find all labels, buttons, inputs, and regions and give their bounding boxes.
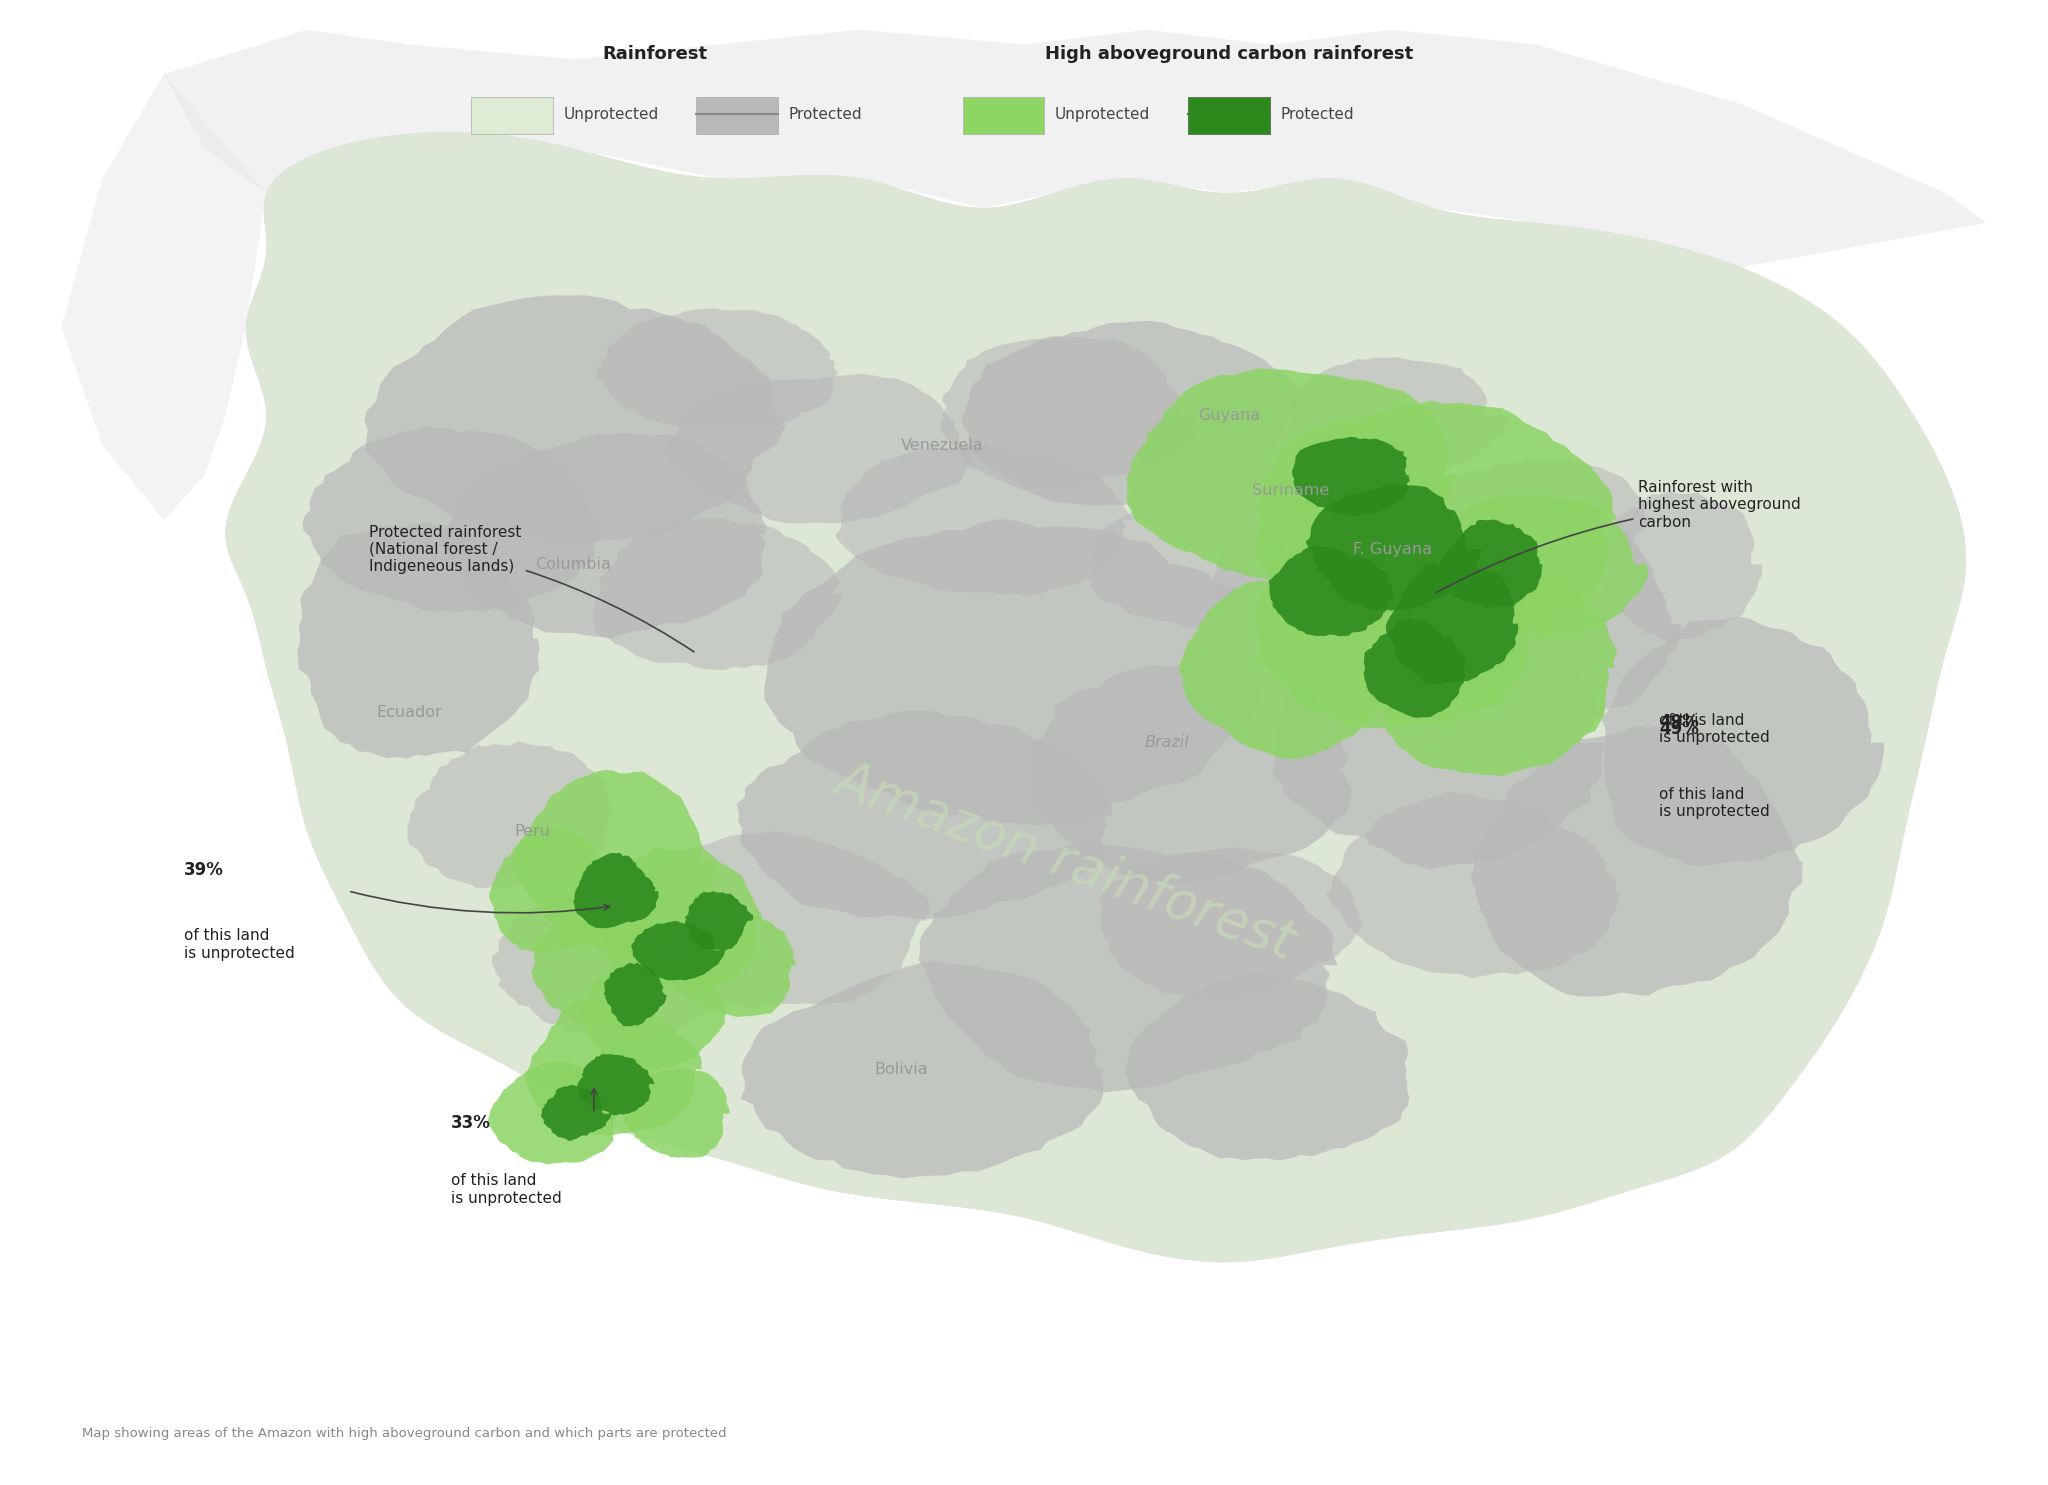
Polygon shape bbox=[1380, 566, 1618, 777]
Polygon shape bbox=[1128, 383, 1415, 563]
Polygon shape bbox=[225, 132, 1966, 1262]
Polygon shape bbox=[1290, 358, 1509, 478]
Polygon shape bbox=[530, 910, 659, 1028]
Text: Guyana: Guyana bbox=[1198, 408, 1260, 423]
Polygon shape bbox=[1212, 517, 1462, 671]
Text: of this land
is unprotected: of this land is unprotected bbox=[184, 928, 295, 961]
Text: High aboveground carbon rainforest: High aboveground carbon rainforest bbox=[1044, 45, 1413, 62]
Polygon shape bbox=[1325, 792, 1620, 979]
Polygon shape bbox=[578, 1054, 655, 1115]
FancyBboxPatch shape bbox=[963, 97, 1044, 134]
Polygon shape bbox=[1602, 616, 1884, 867]
Polygon shape bbox=[1268, 545, 1395, 636]
Polygon shape bbox=[1432, 457, 1651, 576]
Polygon shape bbox=[1440, 520, 1542, 607]
Polygon shape bbox=[61, 74, 266, 520]
Polygon shape bbox=[526, 999, 702, 1136]
Text: Protected: Protected bbox=[1280, 107, 1354, 122]
Polygon shape bbox=[582, 955, 725, 1072]
Text: of this land
is unprotected: of this land is unprotected bbox=[1659, 787, 1769, 820]
Polygon shape bbox=[1255, 401, 1616, 636]
Polygon shape bbox=[164, 30, 1987, 267]
Polygon shape bbox=[940, 336, 1198, 490]
Polygon shape bbox=[573, 852, 659, 928]
Polygon shape bbox=[664, 374, 989, 524]
Text: Brazil: Brazil bbox=[1145, 735, 1190, 750]
Text: Unprotected: Unprotected bbox=[563, 107, 659, 122]
Text: of this land
is unprotected: of this land is unprotected bbox=[1659, 713, 1769, 745]
Text: Peru: Peru bbox=[514, 824, 551, 839]
Text: 33%: 33% bbox=[451, 1114, 489, 1132]
Text: Map showing areas of the Amazon with high aboveground carbon and which parts are: Map showing areas of the Amazon with hig… bbox=[82, 1427, 727, 1440]
Text: Suriname: Suriname bbox=[1251, 483, 1329, 497]
Text: Rainforest: Rainforest bbox=[602, 45, 709, 62]
Text: F. Guyana: F. Guyana bbox=[1354, 542, 1432, 557]
Polygon shape bbox=[1253, 524, 1544, 728]
Polygon shape bbox=[625, 1068, 729, 1158]
Polygon shape bbox=[365, 296, 784, 544]
Polygon shape bbox=[676, 913, 795, 1017]
Polygon shape bbox=[514, 769, 715, 955]
Polygon shape bbox=[739, 961, 1104, 1178]
Text: Protected: Protected bbox=[788, 107, 862, 122]
Polygon shape bbox=[1364, 618, 1466, 717]
Polygon shape bbox=[1272, 624, 1606, 870]
Text: Rainforest with
highest aboveground
carbon: Rainforest with highest aboveground carb… bbox=[1436, 480, 1800, 593]
Polygon shape bbox=[442, 434, 766, 639]
Polygon shape bbox=[303, 426, 598, 612]
Polygon shape bbox=[836, 446, 1133, 597]
FancyBboxPatch shape bbox=[471, 97, 553, 134]
Polygon shape bbox=[1386, 563, 1518, 685]
Polygon shape bbox=[764, 518, 1292, 826]
Polygon shape bbox=[225, 132, 1966, 1262]
Polygon shape bbox=[631, 832, 930, 1007]
Polygon shape bbox=[1292, 437, 1409, 515]
Text: of this land
is unprotected: of this land is unprotected bbox=[451, 1173, 561, 1206]
Polygon shape bbox=[1090, 505, 1286, 628]
Polygon shape bbox=[1126, 368, 1456, 585]
Text: 49%: 49% bbox=[1659, 720, 1698, 738]
Polygon shape bbox=[737, 711, 1112, 919]
Polygon shape bbox=[598, 848, 762, 992]
Polygon shape bbox=[492, 885, 752, 1041]
FancyBboxPatch shape bbox=[1188, 97, 1270, 134]
Polygon shape bbox=[1434, 495, 1649, 639]
Text: Unprotected: Unprotected bbox=[1055, 107, 1151, 122]
Text: Ecuador: Ecuador bbox=[377, 705, 442, 720]
Polygon shape bbox=[487, 1060, 616, 1164]
Polygon shape bbox=[1180, 578, 1395, 759]
Text: 39%: 39% bbox=[184, 861, 223, 879]
Text: 49%: 49% bbox=[1659, 713, 1698, 731]
Polygon shape bbox=[1098, 848, 1364, 996]
Polygon shape bbox=[297, 523, 541, 759]
Polygon shape bbox=[541, 1086, 610, 1140]
Text: Amazon rainforest: Amazon rainforest bbox=[827, 754, 1303, 968]
Polygon shape bbox=[631, 921, 725, 980]
Text: Bolivia: Bolivia bbox=[874, 1062, 928, 1077]
Polygon shape bbox=[596, 309, 840, 429]
Text: Columbia: Columbia bbox=[535, 557, 612, 572]
Polygon shape bbox=[1470, 726, 1802, 996]
Text: Protected rainforest
(National forest /
Indigeneous lands): Protected rainforest (National forest / … bbox=[369, 524, 694, 652]
Polygon shape bbox=[408, 741, 614, 888]
Polygon shape bbox=[920, 843, 1337, 1093]
Polygon shape bbox=[961, 321, 1298, 506]
Text: Venezuela: Venezuela bbox=[901, 438, 983, 453]
FancyBboxPatch shape bbox=[696, 97, 778, 134]
Polygon shape bbox=[1028, 664, 1352, 885]
Polygon shape bbox=[604, 962, 668, 1026]
Polygon shape bbox=[594, 517, 842, 670]
Polygon shape bbox=[1384, 511, 1681, 723]
Polygon shape bbox=[1124, 973, 1409, 1160]
Polygon shape bbox=[1597, 492, 1761, 642]
Polygon shape bbox=[489, 827, 612, 953]
Polygon shape bbox=[684, 891, 754, 950]
Text: 49% of this land
is unprotected: 49% of this land is unprotected bbox=[1659, 713, 1784, 745]
Polygon shape bbox=[1307, 484, 1483, 610]
